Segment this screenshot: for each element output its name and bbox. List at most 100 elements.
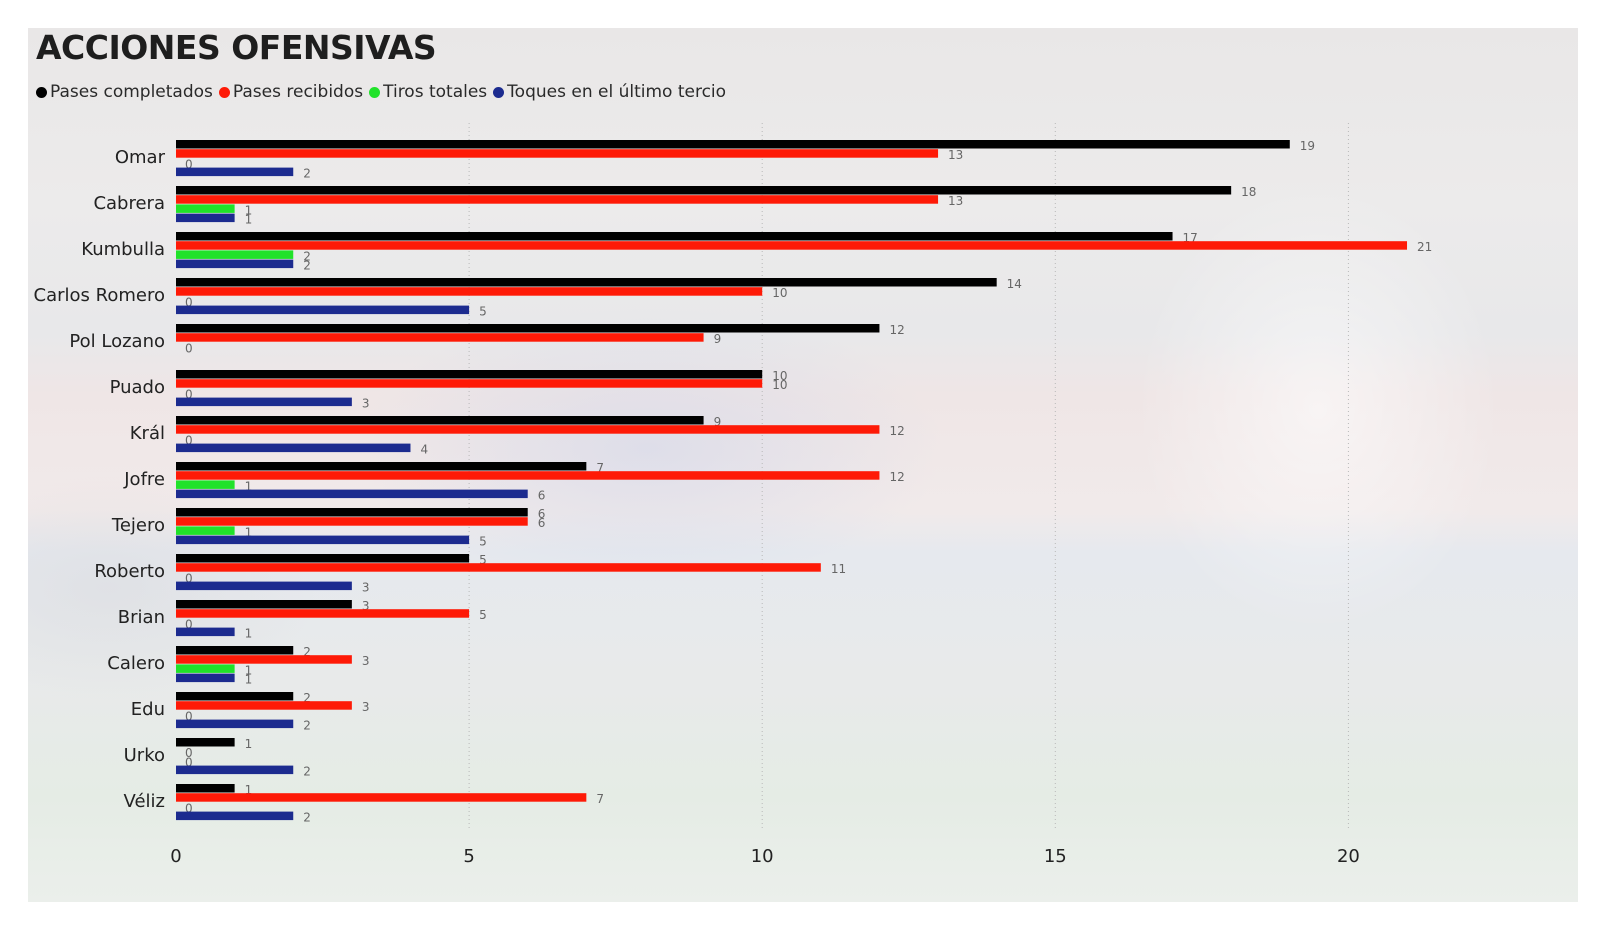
- bar-pases-recibidos[interactable]: [176, 241, 1408, 250]
- legend-marker-icon: [369, 86, 381, 98]
- bar-pases-recibidos[interactable]: [176, 425, 880, 434]
- bar-pases-recibidos[interactable]: [176, 379, 763, 388]
- bar-pases-recibidos[interactable]: [176, 333, 704, 342]
- bar-pases-completados[interactable]: [176, 278, 997, 287]
- data-label: 0: [185, 387, 193, 401]
- bar-pases-recibidos[interactable]: [176, 655, 352, 664]
- data-label: 11: [831, 562, 846, 576]
- legend-marker-icon: [218, 86, 230, 98]
- data-label: 2: [303, 811, 311, 825]
- bar-pases-recibidos[interactable]: [176, 471, 880, 480]
- bar-pases-recibidos[interactable]: [176, 701, 352, 710]
- data-label: 13: [948, 194, 963, 208]
- bar-toques-en-el-ltimo-tercio[interactable]: [176, 673, 235, 683]
- data-label: 10: [772, 286, 787, 300]
- bar-toques-en-el-ltimo-tercio[interactable]: [176, 397, 352, 407]
- bar-toques-en-el-ltimo-tercio[interactable]: [176, 167, 294, 177]
- bar-toques-en-el-ltimo-tercio[interactable]: [176, 305, 470, 315]
- bar-pases-recibidos[interactable]: [176, 793, 587, 802]
- data-label: 10: [772, 378, 787, 392]
- bar-toques-en-el-ltimo-tercio[interactable]: [176, 535, 470, 545]
- bar-pases-completados[interactable]: [176, 646, 294, 655]
- data-label: 5: [479, 535, 487, 549]
- bar-toques-en-el-ltimo-tercio[interactable]: [176, 765, 294, 775]
- data-label: 1: [245, 203, 253, 217]
- x-tick-label: 10: [751, 846, 774, 867]
- bar-toques-en-el-ltimo-tercio[interactable]: [176, 627, 235, 637]
- bar-toques-en-el-ltimo-tercio[interactable]: [176, 581, 352, 591]
- bar-pases-completados[interactable]: [176, 508, 528, 517]
- category-label: Kumbulla: [81, 239, 165, 260]
- bar-toques-en-el-ltimo-tercio[interactable]: [176, 811, 294, 821]
- bar-pases-recibidos[interactable]: [176, 287, 763, 296]
- bar-pases-recibidos[interactable]: [176, 149, 939, 158]
- category-label: Calero: [107, 653, 165, 674]
- bar-toques-en-el-ltimo-tercio[interactable]: [176, 259, 294, 269]
- data-label: 5: [479, 608, 487, 622]
- data-label: 3: [362, 654, 370, 668]
- category-label: Urko: [124, 745, 165, 766]
- bar-pases-recibidos[interactable]: [176, 609, 470, 618]
- data-label: 5: [479, 305, 487, 319]
- bar-pases-completados[interactable]: [176, 370, 763, 379]
- data-label: 14: [1007, 277, 1022, 291]
- data-label: 1: [245, 663, 253, 677]
- legend-item-pases-completados[interactable]: Pases completados: [36, 82, 213, 102]
- bar-pases-completados[interactable]: [176, 600, 352, 609]
- bar-pases-completados[interactable]: [176, 186, 1232, 195]
- bar-toques-en-el-ltimo-tercio[interactable]: [176, 213, 235, 223]
- legend-item-toques-ultimo-tercio[interactable]: Toques en el último tercio: [493, 82, 726, 102]
- bar-pases-recibidos[interactable]: [176, 517, 528, 526]
- data-label: 18: [1241, 185, 1256, 199]
- bar-pases-completados[interactable]: [176, 738, 235, 747]
- category-label: Cabrera: [93, 193, 165, 214]
- legend-label: Pases completados: [50, 82, 213, 102]
- data-label: 3: [362, 581, 370, 595]
- data-label: 12: [889, 424, 904, 438]
- chart-card: ACCIONES OFENSIVAS Pases completados Pas…: [28, 28, 1578, 902]
- category-label: Brian: [118, 607, 165, 628]
- bar-pases-completados[interactable]: [176, 232, 1173, 241]
- legend-item-tiros-totales[interactable]: Tiros totales: [369, 82, 487, 102]
- data-label: 2: [303, 719, 311, 733]
- data-label: 0: [185, 571, 193, 585]
- bar-tiros-totales[interactable]: [176, 250, 294, 259]
- bar-pases-completados[interactable]: [176, 784, 235, 793]
- data-label: 6: [538, 516, 546, 530]
- bar-toques-en-el-ltimo-tercio[interactable]: [176, 719, 294, 729]
- bar-pases-recibidos[interactable]: [176, 563, 821, 572]
- data-label: 0: [185, 157, 193, 171]
- data-label: 2: [303, 249, 311, 263]
- data-label: 2: [303, 645, 311, 659]
- data-label: 21: [1417, 240, 1432, 254]
- data-label: 0: [185, 709, 193, 723]
- data-label: 9: [714, 332, 722, 346]
- bar-tiros-totales[interactable]: [176, 526, 235, 535]
- bar-pases-completados[interactable]: [176, 462, 587, 471]
- category-label: Carlos Romero: [34, 285, 165, 306]
- bar-pases-completados[interactable]: [176, 140, 1290, 149]
- bar-pases-completados[interactable]: [176, 324, 880, 333]
- legend-item-pases-recibidos[interactable]: Pases recibidos: [218, 82, 364, 102]
- bar-pases-completados[interactable]: [176, 692, 294, 701]
- bar-pases-recibidos[interactable]: [176, 195, 939, 204]
- bar-pases-completados[interactable]: [176, 554, 470, 563]
- bar-tiros-totales[interactable]: [176, 480, 235, 489]
- bar-chart: 0 5 10 15 20Omar191302Cabrera181311Kumbulla1…: [34, 123, 1432, 867]
- chart-title: ACCIONES OFENSIVAS: [36, 28, 437, 67]
- bar-pases-completados[interactable]: [176, 416, 704, 425]
- data-label: 3: [362, 397, 370, 411]
- legend-label: Pases recibidos: [232, 82, 364, 102]
- data-label: 0: [185, 433, 193, 447]
- data-label: 9: [714, 415, 722, 429]
- bar-tiros-totales[interactable]: [176, 204, 235, 213]
- bar-toques-en-el-ltimo-tercio[interactable]: [176, 443, 411, 453]
- bar-toques-en-el-ltimo-tercio[interactable]: [176, 489, 528, 499]
- data-label: 1: [245, 737, 253, 751]
- data-label: 6: [538, 489, 546, 503]
- category-label: Tejero: [111, 515, 165, 536]
- data-label: 3: [362, 700, 370, 714]
- data-label: 12: [889, 470, 904, 484]
- data-label: 2: [303, 167, 311, 181]
- bar-tiros-totales[interactable]: [176, 664, 235, 673]
